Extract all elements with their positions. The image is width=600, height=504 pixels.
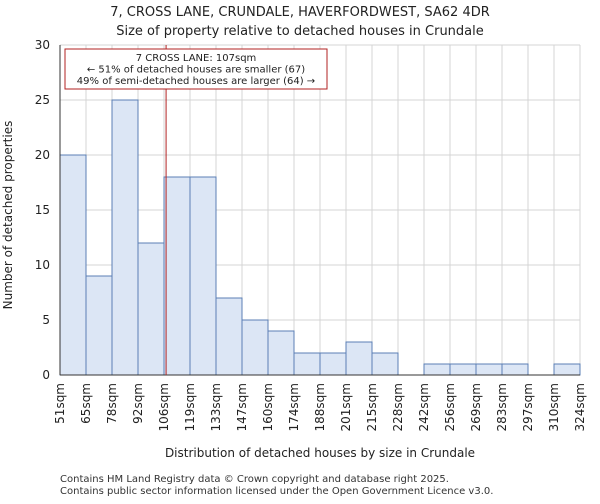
histogram-bar — [59, 154, 87, 376]
y-tick-label: 15 — [35, 203, 50, 217]
chart-title-line-1: 7, CROSS LANE, CRUNDALE, HAVERFORDWEST, … — [110, 5, 490, 20]
histogram-bar — [371, 352, 399, 376]
x-tick-label: 188sqm — [313, 383, 327, 431]
footer-line-1: Contains HM Land Registry data © Crown c… — [60, 474, 449, 485]
x-tick-label: 65sqm — [79, 383, 93, 424]
x-tick-label: 269sqm — [469, 383, 483, 431]
x-axis-label: Distribution of detached houses by size … — [165, 446, 475, 460]
x-tick-label: 133sqm — [209, 383, 223, 431]
histogram-bar — [345, 341, 373, 376]
histogram-bar — [163, 176, 191, 376]
x-tick-label: 215sqm — [365, 383, 379, 431]
y-tick-label: 5 — [42, 313, 50, 327]
footer-line-2: Contains public sector information licen… — [60, 486, 493, 497]
x-tick-label: 297sqm — [521, 383, 535, 431]
histogram-bar — [111, 99, 139, 376]
x-tick-label: 160sqm — [261, 383, 275, 431]
x-tick-label: 92sqm — [131, 383, 145, 424]
x-tick-label: 228sqm — [391, 383, 405, 431]
histogram-bar — [137, 242, 165, 376]
x-tick-label: 201sqm — [339, 383, 353, 431]
bars — [59, 99, 581, 376]
histogram-bar — [449, 363, 477, 376]
annotation-box — [64, 48, 328, 90]
histogram-bar — [319, 352, 347, 376]
property-marker: 7 CROSS LANE: 107sqm← 51% of detached ho… — [64, 45, 328, 375]
y-tick-label: 30 — [35, 38, 50, 52]
annotation-text-line: 7 CROSS LANE: 107sqm — [136, 53, 257, 64]
x-tick-label: 78sqm — [105, 383, 119, 424]
histogram-bar — [475, 363, 503, 376]
annotation-text-line: 49% of semi-detached houses are larger (… — [77, 76, 315, 87]
x-tick-label: 283sqm — [495, 383, 509, 431]
histogram-bar — [85, 275, 113, 376]
y-tick-label: 25 — [35, 93, 50, 107]
histogram-bar — [241, 319, 269, 376]
x-tick-label: 310sqm — [547, 383, 561, 431]
histogram-bar — [267, 330, 295, 376]
x-tick-label: 256sqm — [443, 383, 457, 431]
histogram-bar — [293, 352, 321, 376]
x-tick-label: 174sqm — [287, 383, 301, 431]
histogram-bar — [423, 363, 451, 376]
x-tick-label: 242sqm — [417, 383, 431, 431]
x-tick-label: 51sqm — [53, 383, 67, 424]
histogram-bar — [553, 363, 581, 376]
x-tick-label: 324sqm — [573, 383, 587, 431]
axes: 0 5 10 15 20 25 30 51sqm 65sqm 78sqm 92sqm 106sqm 11… — [35, 38, 587, 431]
histogram-bar — [215, 297, 243, 376]
annotation-text-line: ← 51% of detached houses are smaller (67… — [87, 65, 305, 76]
chart-title-line-2: Size of property relative to detached ho… — [116, 24, 484, 39]
histogram-bar — [501, 363, 529, 376]
x-tick-label: 119sqm — [183, 383, 197, 431]
x-tick-label: 147sqm — [235, 383, 249, 431]
y-axis-label: Number of detached properties — [1, 121, 15, 310]
y-tick-label: 20 — [35, 148, 50, 162]
y-tick-label: 10 — [35, 258, 50, 272]
y-tick-label: 0 — [42, 368, 50, 382]
x-tick-label: 106sqm — [157, 383, 171, 431]
histogram-bar — [189, 176, 217, 376]
